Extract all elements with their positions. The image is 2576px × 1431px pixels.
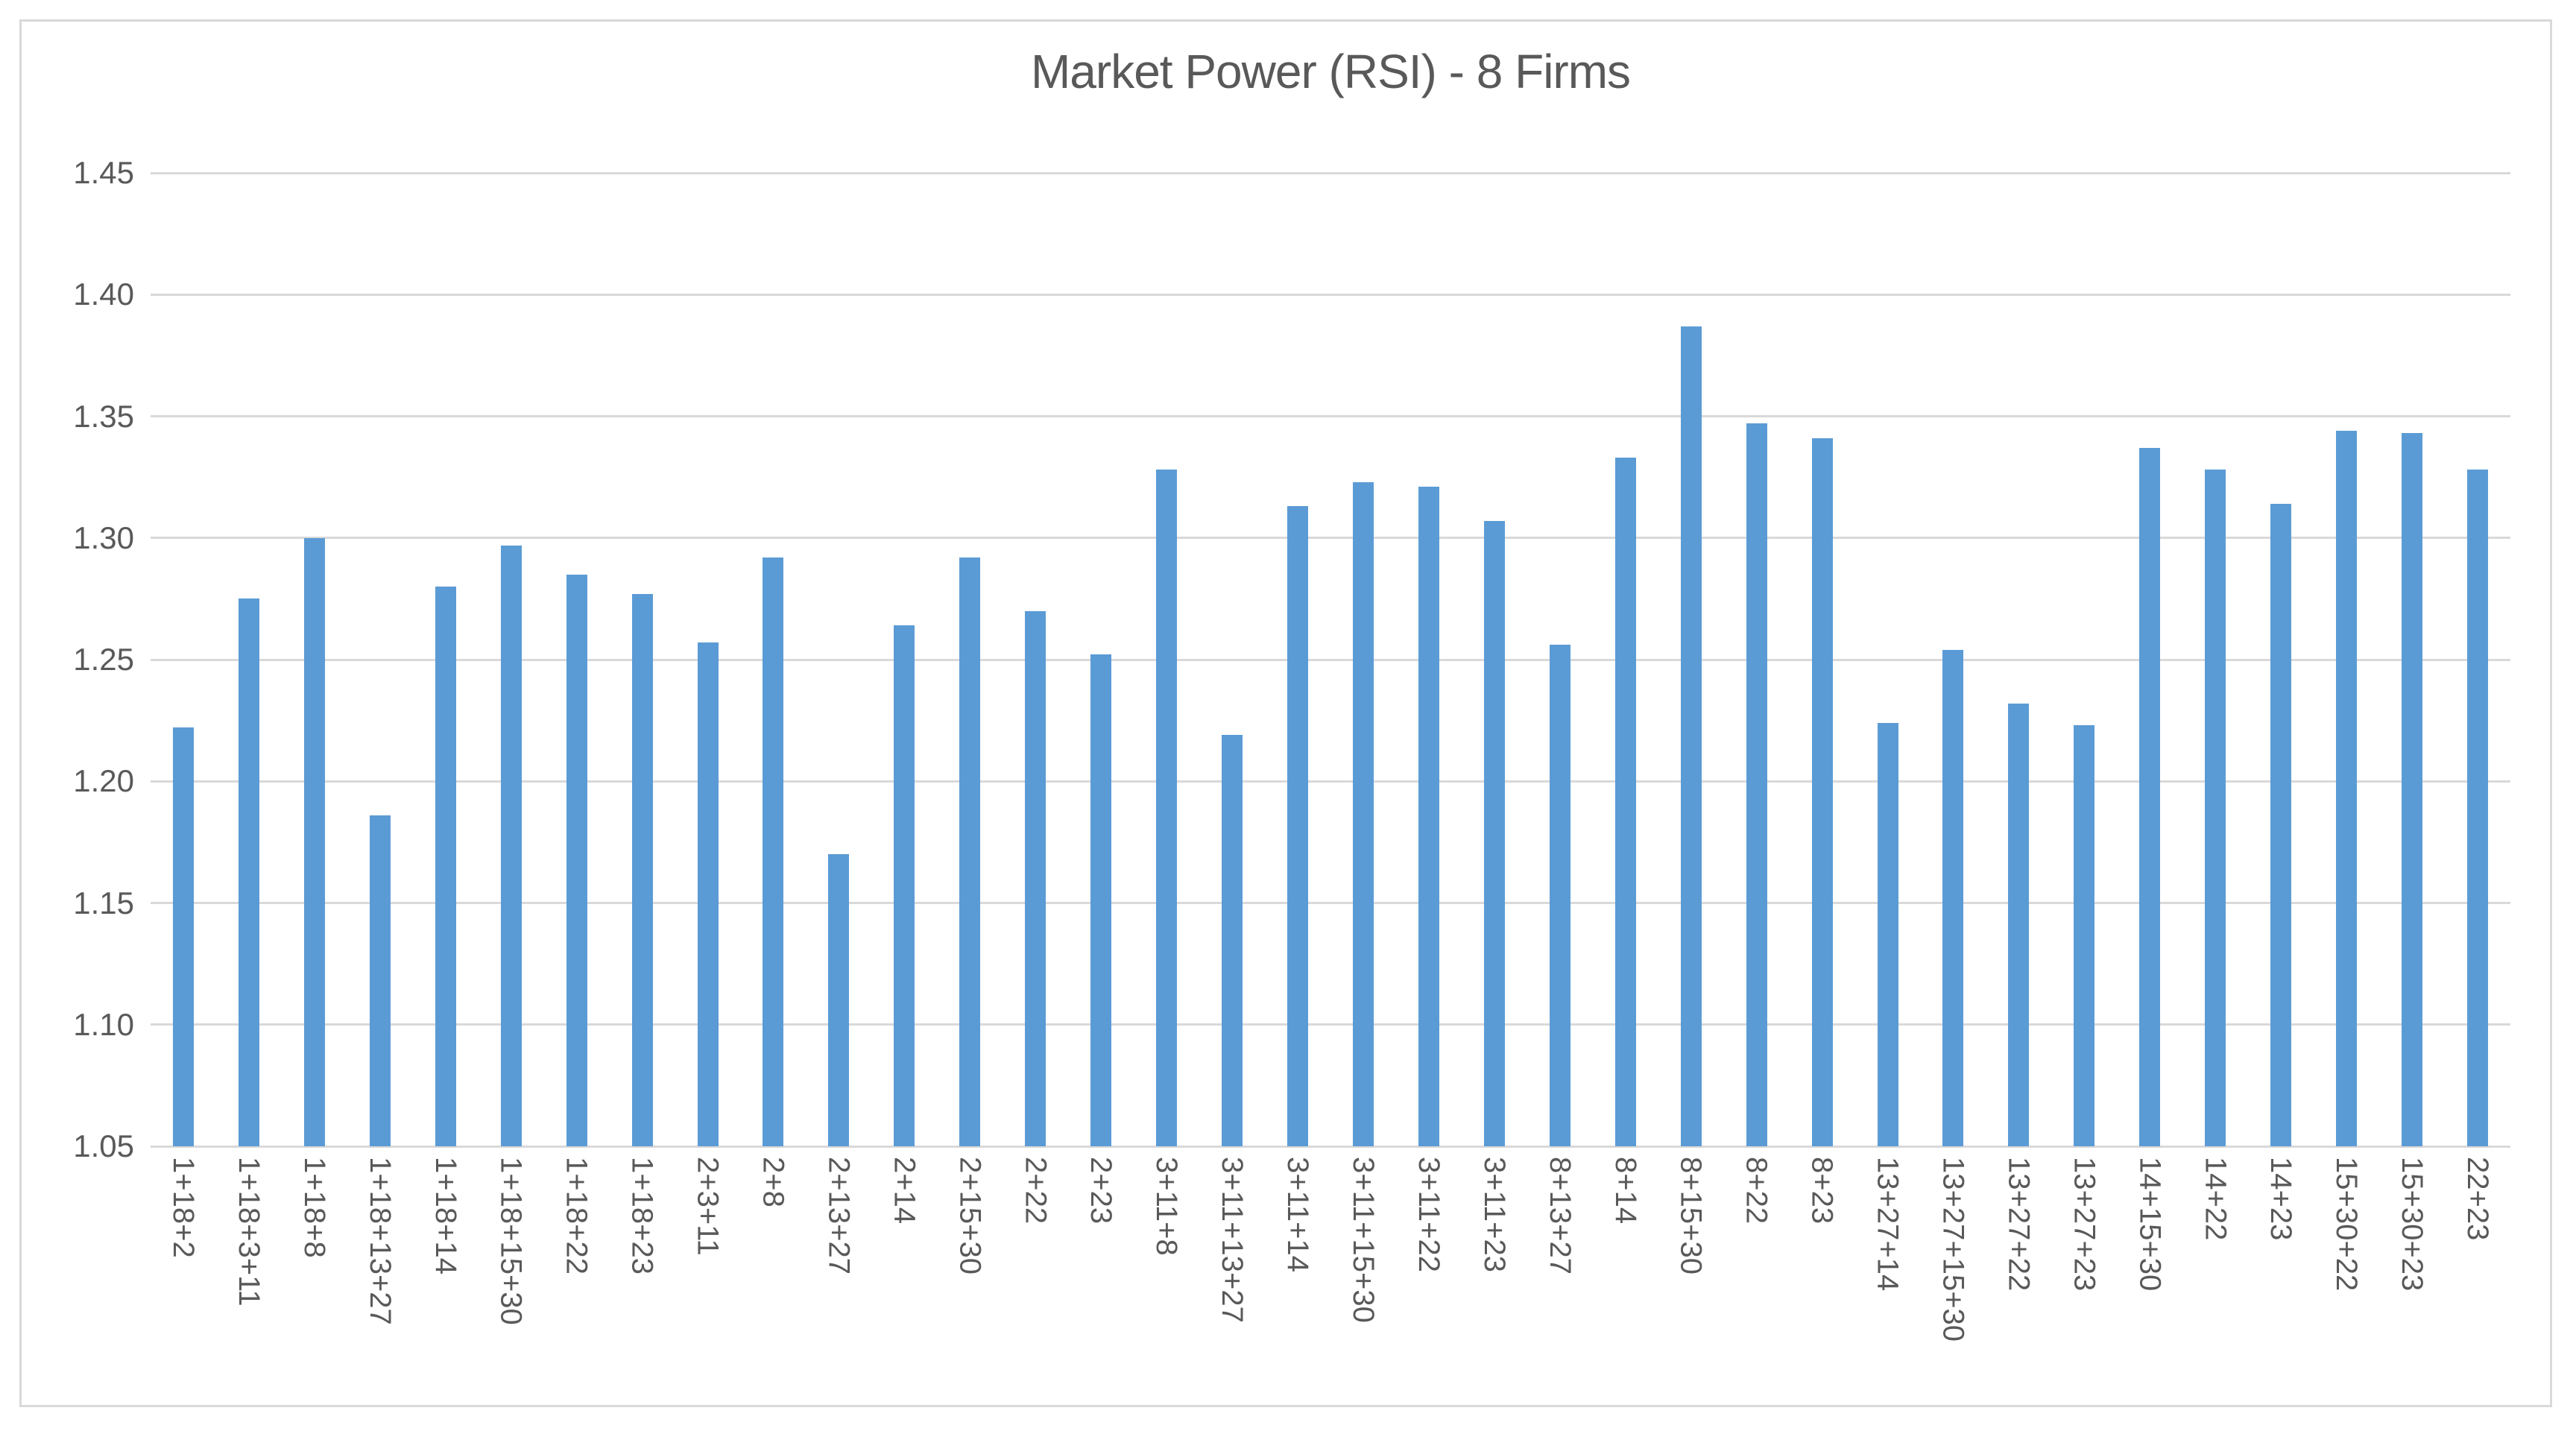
x-axis-label: 1+18+23	[625, 1157, 659, 1274]
y-axis-label: 1.45	[73, 155, 134, 190]
bar	[1156, 470, 1178, 1146]
x-axis-label: 8+15+30	[1674, 1157, 1708, 1274]
bar	[238, 598, 259, 1146]
gridline	[151, 780, 2510, 783]
bar	[2402, 433, 2423, 1146]
y-axis-label: 1.15	[73, 885, 134, 920]
bar	[566, 574, 587, 1146]
y-axis-label: 1.10	[73, 1006, 134, 1042]
x-axis-label: 1+18+22	[560, 1157, 593, 1274]
bar	[631, 593, 653, 1146]
x-axis-label: 3+11+8	[1150, 1157, 1184, 1256]
gridline	[151, 415, 2510, 417]
bar	[2008, 703, 2030, 1146]
gridline	[151, 1023, 2510, 1026]
x-axis-label: 3+11+22	[1412, 1157, 1445, 1272]
bar	[763, 557, 784, 1146]
bar	[1942, 649, 1964, 1146]
bar	[1680, 326, 1702, 1146]
bar	[1287, 506, 1309, 1146]
x-axis-label: 2+22	[1019, 1157, 1052, 1225]
bar	[2336, 431, 2358, 1146]
x-axis-label: 8+14	[1609, 1157, 1642, 1225]
x-axis-label: 1+18+2	[166, 1157, 200, 1258]
x-axis-label: 8+22	[1740, 1157, 1773, 1225]
x-axis-label: 15+30+23	[2396, 1157, 2429, 1292]
x-axis-label: 1+18+3+11	[232, 1157, 265, 1307]
y-axis-label: 1.05	[73, 1128, 134, 1163]
x-axis-label: 15+30+22	[2330, 1157, 2364, 1292]
x-axis-label: 1+18+8	[297, 1157, 331, 1258]
x-axis-label: 14+22	[2199, 1157, 2232, 1241]
gridline	[151, 171, 2510, 174]
x-axis-label: 3+11+14	[1281, 1157, 1315, 1272]
bar	[1090, 654, 1112, 1146]
x-axis-label: 2+23	[1085, 1157, 1118, 1225]
bar	[1746, 423, 1767, 1146]
y-axis-label: 1.30	[73, 519, 134, 555]
x-axis-label: 1+18+13+27	[363, 1157, 397, 1325]
bar	[2139, 447, 2161, 1146]
x-axis-label: 1+18+15+30	[494, 1157, 528, 1325]
bar	[1614, 458, 1636, 1146]
x-axis-label: 3+11+23	[1477, 1157, 1511, 1272]
gridline	[151, 537, 2510, 540]
bar	[2270, 504, 2292, 1146]
bar	[697, 642, 719, 1146]
gridline	[151, 1145, 2510, 1148]
x-axis-label: 14+23	[2264, 1157, 2298, 1241]
bar	[1352, 481, 1374, 1146]
bar	[500, 545, 522, 1146]
x-axis-label: 22+23	[2461, 1157, 2495, 1241]
y-axis-label: 1.20	[73, 763, 134, 799]
x-axis-label: 13+27+14	[1871, 1157, 1904, 1292]
x-axis-label: 3+11+15+30	[1346, 1157, 1380, 1323]
x-axis-label: 2+3+11	[691, 1157, 724, 1256]
gridline	[151, 658, 2510, 661]
x-axis-label: 1+18+14	[429, 1157, 462, 1274]
bar	[1222, 735, 1243, 1146]
bar	[1418, 487, 1439, 1146]
x-axis-label: 14+15+30	[2133, 1157, 2167, 1292]
bar	[894, 625, 915, 1146]
bar	[1549, 645, 1570, 1146]
y-axis-label: 1.25	[73, 642, 134, 677]
x-axis-label: 8+13+27	[1543, 1157, 1576, 1274]
bar	[435, 587, 456, 1146]
gridline	[151, 902, 2510, 904]
bar	[1483, 520, 1505, 1146]
bar	[959, 557, 981, 1146]
bar	[1811, 437, 1833, 1146]
gridline	[151, 293, 2510, 296]
x-axis-label: 2+15+30	[953, 1157, 987, 1274]
bar	[172, 727, 194, 1146]
x-axis-label: 13+27+23	[2068, 1157, 2101, 1292]
x-axis-label: 3+11+13+27	[1216, 1157, 1249, 1323]
bar	[2074, 725, 2095, 1146]
x-axis-label: 13+27+15+30	[1936, 1157, 1970, 1342]
x-axis-label: 2+14	[888, 1157, 921, 1225]
y-axis-label: 1.35	[73, 398, 134, 434]
x-axis-label: 2+8	[757, 1157, 790, 1207]
x-axis-label: 8+23	[1805, 1157, 1839, 1225]
bar	[828, 854, 850, 1146]
x-axis-label: 13+27+22	[2002, 1157, 2036, 1292]
bar	[303, 537, 325, 1146]
y-axis-label: 1.40	[73, 277, 134, 312]
bar	[2205, 470, 2226, 1146]
bar	[1025, 610, 1046, 1146]
bar	[2467, 470, 2489, 1146]
x-axis-label: 2+13+27	[822, 1157, 856, 1274]
bar	[1877, 722, 1898, 1146]
bar	[369, 815, 391, 1146]
chart-title: Market Power (RSI) - 8 Firms	[1030, 45, 1631, 98]
